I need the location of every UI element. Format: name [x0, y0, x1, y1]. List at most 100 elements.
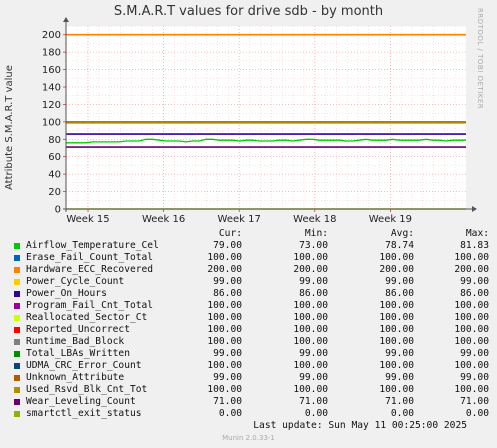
- x-axis-arrow: [472, 206, 477, 212]
- legend-row: Power_Cycle_Count 99.00 99.00 99.00 99.00: [12, 276, 492, 288]
- legend-avg-value: 99.00: [385, 372, 414, 383]
- legend-max-value: 99.00: [460, 276, 489, 287]
- munin-version: Munin 2.0.33-1: [222, 434, 275, 442]
- legend-row: Reported_Uncorrect 100.00 100.00 100.00 100.…: [12, 324, 492, 336]
- legend-max-value: 100.00: [454, 324, 489, 335]
- legend-cur-value: 99.00: [213, 372, 242, 383]
- legend-row: Erase_Fail_Count_Total 100.00 100.00 100.00…: [12, 252, 492, 264]
- legend-row: Program_Fail_Cnt_Total 100.00 100.00 100.00…: [12, 300, 492, 312]
- chart-title: S.M.A.R.T values for drive sdb - by mont…: [113, 4, 384, 19]
- legend-max-value: 81.83: [460, 240, 489, 251]
- y-tick-label: 120: [42, 100, 61, 111]
- x-tick-label: Week 18: [293, 214, 336, 225]
- legend-series-name: Runtime_Bad_Block: [26, 336, 125, 347]
- legend-min-value: 0.00: [304, 408, 328, 419]
- legend-row: Reallocated_Sector_Ct 100.00 100.00 100.00 1…: [12, 312, 492, 324]
- x-tick-label: Week 17: [218, 214, 261, 225]
- plot-background: [66, 26, 466, 209]
- legend-cur-value: 99.00: [213, 276, 242, 287]
- y-axis-arrow: [63, 17, 69, 22]
- legend-min-value: 73.00: [299, 240, 328, 251]
- legend-max-value: 100.00: [454, 336, 489, 347]
- legend-swatch: [14, 339, 20, 345]
- legend-series-name: Erase_Fail_Count_Total: [26, 252, 154, 263]
- x-tick-label: Week 19: [369, 214, 412, 225]
- y-tick-label: 160: [42, 65, 61, 76]
- legend-swatch: [14, 351, 20, 357]
- legend-min-value: 100.00: [293, 252, 328, 263]
- legend-swatch: [14, 327, 20, 333]
- legend-max-value: 100.00: [454, 360, 489, 371]
- legend-avg-value: 100.00: [379, 324, 414, 335]
- legend-min-value: 99.00: [299, 276, 328, 287]
- legend-swatch: [14, 255, 20, 261]
- legend-series-name: Power_On_Hours: [26, 288, 107, 299]
- legend-cur-value: 100.00: [207, 360, 242, 371]
- legend-avg-value: 71.00: [385, 396, 414, 407]
- y-tick-label: 100: [42, 117, 61, 128]
- legend-avg-value: 100.00: [379, 300, 414, 311]
- legend-min-value: 99.00: [299, 372, 328, 383]
- legend-row: Runtime_Bad_Block 100.00 100.00 100.00 100.0…: [12, 336, 492, 348]
- legend-header: Cur: Min: Avg: Max:: [12, 228, 492, 240]
- legend-series-name: Wear_Leveling_Count: [26, 396, 136, 407]
- y-tick-label: 40: [48, 170, 61, 181]
- legend-max-value: 71.00: [460, 396, 489, 407]
- legend-min-value: 100.00: [293, 312, 328, 323]
- legend-row: Wear_Leveling_Count 71.00 71.00 71.00 71.00: [12, 396, 492, 408]
- legend-row: Hardware_ECC_Recovered 200.00 200.00 200.00…: [12, 264, 492, 276]
- legend-header-avg: Avg:: [390, 228, 414, 239]
- legend-cur-value: 100.00: [207, 312, 242, 323]
- legend-avg-value: 100.00: [379, 360, 414, 371]
- legend-cur-value: 200.00: [207, 264, 242, 275]
- legend-cur-value: 0.00: [218, 408, 242, 419]
- legend-series-name: Hardware_ECC_Recovered: [26, 264, 154, 275]
- legend-avg-value: 100.00: [379, 384, 414, 395]
- legend-min-value: 200.00: [293, 264, 328, 275]
- legend-table: Cur: Min: Avg: Max: Airflow_Temperature_…: [12, 228, 492, 420]
- legend-swatch: [14, 303, 20, 309]
- legend-cur-value: 100.00: [207, 384, 242, 395]
- legend-cur-value: 100.00: [207, 300, 242, 311]
- legend-avg-value: 0.00: [390, 408, 414, 419]
- legend-avg-value: 86.00: [385, 288, 414, 299]
- legend-rows: Airflow_Temperature_Cel 79.00 73.00 78.74 81…: [12, 240, 492, 420]
- legend-avg-value: 200.00: [379, 264, 414, 275]
- legend-max-value: 200.00: [454, 264, 489, 275]
- legend-header-min: Min:: [304, 228, 328, 239]
- legend-cur-value: 79.00: [213, 240, 242, 251]
- legend-swatch: [14, 375, 20, 381]
- legend-swatch: [14, 387, 20, 393]
- legend-cur-value: 100.00: [207, 336, 242, 347]
- legend-series-name: Reported_Uncorrect: [26, 324, 130, 335]
- last-update: Last update: Sun May 11 00:25:00 2025: [253, 420, 467, 431]
- legend-swatch: [14, 291, 20, 297]
- legend-max-value: 100.00: [454, 384, 489, 395]
- legend-avg-value: 99.00: [385, 276, 414, 287]
- legend-avg-value: 100.00: [379, 312, 414, 323]
- legend-min-value: 100.00: [293, 300, 328, 311]
- legend-cur-value: 100.00: [207, 324, 242, 335]
- legend-min-value: 100.00: [293, 384, 328, 395]
- legend-series-name: Used_Rsvd_Blk_Cnt_Tot: [26, 384, 148, 395]
- legend-series-name: smartctl_exit_status: [26, 408, 142, 419]
- y-tick-label: 180: [42, 48, 61, 59]
- legend-max-value: 99.00: [460, 348, 489, 359]
- legend-swatch: [14, 411, 20, 417]
- legend-series-name: Reallocated_Sector_Ct: [26, 312, 148, 323]
- legend-row: Unknown_Attribute 99.00 99.00 99.00 99.00: [12, 372, 492, 384]
- legend-min-value: 100.00: [293, 336, 328, 347]
- legend-cur-value: 86.00: [213, 288, 242, 299]
- y-tick-label: 200: [42, 30, 61, 41]
- legend-max-value: 0.00: [465, 408, 489, 419]
- legend-swatch: [14, 267, 20, 273]
- legend-swatch: [14, 279, 20, 285]
- legend-header-max: Max:: [465, 228, 489, 239]
- legend-swatch: [14, 363, 20, 369]
- y-tick-label: 0: [55, 205, 61, 216]
- legend-avg-value: 100.00: [379, 336, 414, 347]
- legend-avg-value: 99.00: [385, 348, 414, 359]
- y-tick-label: 80: [48, 135, 61, 146]
- legend-min-value: 100.00: [293, 360, 328, 371]
